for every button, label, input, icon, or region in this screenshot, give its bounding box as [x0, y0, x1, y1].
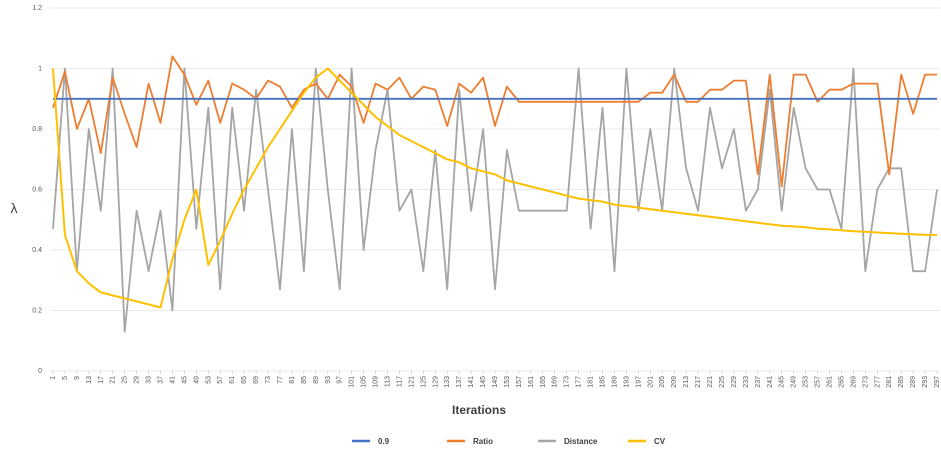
- series-line: [52, 67, 938, 333]
- y-tick-label: 1.2: [32, 5, 42, 12]
- legend-label: Ratio: [473, 437, 493, 446]
- x-tick-label: 201: [647, 376, 654, 388]
- x-tick-label: 13: [86, 376, 93, 384]
- y-tick-label: 0.2: [32, 308, 42, 315]
- x-tick-label: 125: [420, 376, 427, 388]
- x-tick-label: 45: [181, 376, 188, 384]
- x-tick-label: 5: [62, 376, 69, 380]
- x-tick-label: 189: [611, 376, 618, 388]
- x-tick-label: 89: [313, 376, 320, 384]
- x-tick-label: 129: [432, 376, 439, 388]
- x-tick-label: 169: [552, 376, 559, 388]
- x-tick-label: 253: [803, 376, 810, 388]
- x-tick-label: 193: [623, 376, 630, 388]
- x-tick-label: 57: [217, 376, 224, 384]
- x-tick-label: 153: [504, 376, 511, 388]
- y-tick-label: 0.4: [32, 247, 42, 254]
- x-tick-label: 281: [886, 376, 893, 388]
- x-tick-label: 149: [492, 376, 499, 388]
- legend-label: Distance: [564, 437, 598, 446]
- x-tick-label: 161: [528, 376, 535, 388]
- x-tick-label: 37: [158, 376, 165, 384]
- x-tick-label: 265: [838, 376, 845, 388]
- x-tick-label: 101: [349, 376, 356, 388]
- legend-label: CV: [654, 437, 666, 446]
- x-tick-label: 289: [910, 376, 917, 388]
- x-tick-label: 113: [384, 376, 391, 387]
- x-tick-label: 269: [850, 376, 857, 388]
- y-tick-label: 0.6: [32, 187, 42, 194]
- y-tick-label: 0.8: [32, 126, 42, 133]
- x-tick-label: 41: [169, 376, 176, 384]
- x-tick-label: 177: [576, 376, 583, 388]
- x-tick-label: 217: [695, 376, 702, 388]
- x-tick-label: 197: [635, 376, 642, 388]
- x-tick-label: 237: [755, 376, 762, 388]
- series-line: [52, 67, 937, 309]
- x-tick-label: 145: [480, 376, 487, 388]
- x-tick-label: 137: [456, 376, 463, 388]
- legend-label: 0.9: [378, 437, 390, 446]
- x-tick-label: 173: [564, 376, 571, 388]
- x-tick-label: 221: [707, 376, 714, 388]
- x-tick-label: 229: [731, 376, 738, 388]
- y-tick-label: 1: [38, 66, 42, 73]
- x-tick-label: 121: [408, 376, 415, 388]
- y-axis-label: λ: [11, 200, 18, 216]
- x-tick-label: 85: [301, 376, 308, 384]
- x-tick-label: 73: [265, 376, 272, 384]
- x-tick-label: 277: [874, 376, 881, 388]
- x-tick-label: 233: [743, 376, 750, 388]
- x-tick-label: 213: [683, 376, 690, 388]
- x-tick-label: 21: [110, 376, 117, 384]
- y-tick-label: 0: [38, 368, 42, 375]
- x-tick-label: 25: [122, 376, 129, 384]
- x-tick-label: 49: [193, 376, 200, 384]
- x-tick-label: 185: [600, 376, 607, 388]
- x-tick-label: 141: [468, 376, 475, 388]
- x-tick-label: 181: [588, 376, 595, 388]
- x-tick-label: 97: [337, 376, 344, 384]
- x-tick-label: 249: [791, 376, 798, 388]
- x-tick-label: 273: [862, 376, 869, 388]
- x-tick-label: 77: [277, 376, 284, 384]
- x-tick-label: 257: [815, 376, 822, 388]
- x-tick-label: 297: [934, 376, 941, 388]
- x-tick-label: 157: [516, 376, 523, 388]
- x-tick-label: 133: [444, 376, 451, 388]
- x-tick-label: 61: [229, 376, 236, 384]
- x-axis-label: Iterations: [452, 403, 506, 417]
- x-tick-label: 29: [134, 376, 141, 384]
- x-tick-label: 17: [98, 376, 105, 384]
- x-tick-label: 105: [361, 376, 368, 388]
- x-tick-label: 81: [289, 376, 296, 384]
- x-tick-label: 33: [146, 376, 153, 384]
- x-tick-label: 109: [373, 376, 380, 388]
- x-tick-label: 65: [241, 376, 248, 384]
- series-line: [52, 55, 937, 188]
- x-tick-label: 93: [325, 376, 332, 384]
- x-tick-label: 261: [826, 376, 833, 388]
- x-tick-label: 69: [253, 376, 260, 384]
- x-tick-label: 241: [767, 376, 774, 388]
- x-tick-label: 293: [922, 376, 929, 388]
- x-tick-label: 245: [779, 376, 786, 388]
- x-tick-label: 165: [540, 376, 547, 388]
- x-tick-label: 53: [205, 376, 212, 384]
- x-tick-label: 285: [898, 376, 905, 388]
- x-tick-label: 117: [396, 376, 403, 387]
- x-tick-label: 9: [74, 376, 81, 380]
- x-tick-label: 209: [671, 376, 678, 388]
- x-tick-label: 1: [50, 376, 57, 380]
- x-tick-label: 225: [719, 376, 726, 388]
- x-tick-label: 205: [659, 376, 666, 388]
